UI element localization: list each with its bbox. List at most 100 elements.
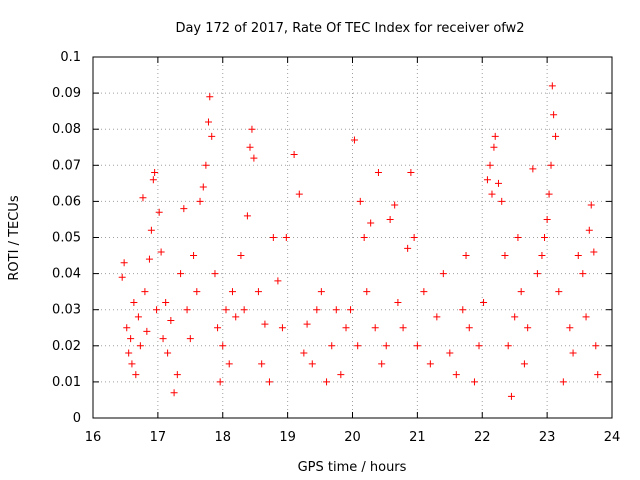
y-tick-label: 0.09 [52,86,81,101]
data-point [543,215,551,223]
data-point [190,252,198,260]
data-point [282,234,290,241]
data-point [132,371,140,379]
data-point [128,360,136,368]
data-point [410,234,418,241]
data-point [378,360,386,368]
data-point [566,324,574,332]
x-tick-label: 21 [409,430,426,445]
y-tick-label: 0.03 [52,303,81,318]
chart-title: Day 172 of 2017, Rate Of TEC Index for r… [175,21,524,36]
data-point [295,190,303,198]
x-tick-label: 20 [344,430,361,445]
data-point [274,277,282,285]
data-point [225,360,233,368]
data-point [529,165,537,173]
data-point [498,197,506,205]
data-point [574,252,582,260]
data-point [547,161,555,169]
data-point [465,324,473,332]
x-tick-label: 16 [85,430,102,445]
data-point [332,306,340,314]
data-point [550,111,558,119]
data-point [164,349,172,357]
data-point [240,306,248,314]
data-point [196,197,204,205]
data-point [118,273,126,281]
data-point [459,306,467,314]
data-point [167,317,175,325]
y-tick-label: 0.02 [52,339,81,354]
data-point [180,205,188,213]
x-tick-label: 23 [539,430,556,445]
data-point [173,371,181,379]
data-point [232,313,240,321]
data-point [204,118,212,126]
data-point [261,320,269,328]
data-point [585,226,593,234]
data-point [394,298,402,306]
data-point [300,349,308,357]
data-point [219,342,227,350]
data-point [548,82,556,90]
data-point [399,324,407,332]
data-point [308,360,316,368]
data-points [118,82,602,400]
data-point [206,93,214,101]
y-tick-label: 0 [73,411,81,426]
data-point [216,378,224,386]
data-point [313,306,321,314]
data-point [199,183,207,191]
data-point [490,143,498,151]
data-point [134,313,142,321]
data-point [433,313,441,321]
data-point [517,288,525,296]
data-point [386,215,394,223]
data-point [475,342,483,350]
data-point [538,252,546,260]
data-point [462,252,470,260]
data-point [590,248,598,256]
data-point [250,154,258,162]
data-point [391,201,399,209]
data-point [139,194,147,202]
data-point [579,270,587,278]
data-point [592,342,600,350]
x-tick-labels: 16 17 18 19 20 21 22 23 24 [85,430,621,445]
data-point [552,132,560,140]
data-point [504,342,512,350]
data-point [193,288,201,296]
data-point [211,270,219,278]
data-point [143,327,151,335]
data-point [511,313,519,321]
data-point [413,342,421,350]
data-point [323,378,331,386]
y-tick-label: 0.05 [52,231,81,246]
data-point [159,335,167,343]
data-point [486,161,494,169]
data-point [246,143,254,151]
data-point [494,179,502,187]
data-point [501,252,509,260]
data-point [317,288,325,296]
data-point [374,169,382,177]
x-tick-label: 24 [604,430,621,445]
data-point [420,288,428,296]
data-point [342,324,350,332]
x-axis-label: GPS time / hours [298,460,407,475]
data-point [524,324,532,332]
y-tick-label: 0.1 [60,50,81,65]
data-point [237,252,245,260]
data-point [208,132,216,140]
data-point [254,288,262,296]
data-point [491,132,499,140]
data-point [426,360,434,368]
data-point [582,313,590,321]
data-point [407,169,415,177]
data-point [149,176,157,184]
data-point [127,335,135,343]
data-point [303,320,311,328]
plot-frame [92,56,613,419]
x-tick-label: 19 [279,430,296,445]
data-point [347,306,355,314]
